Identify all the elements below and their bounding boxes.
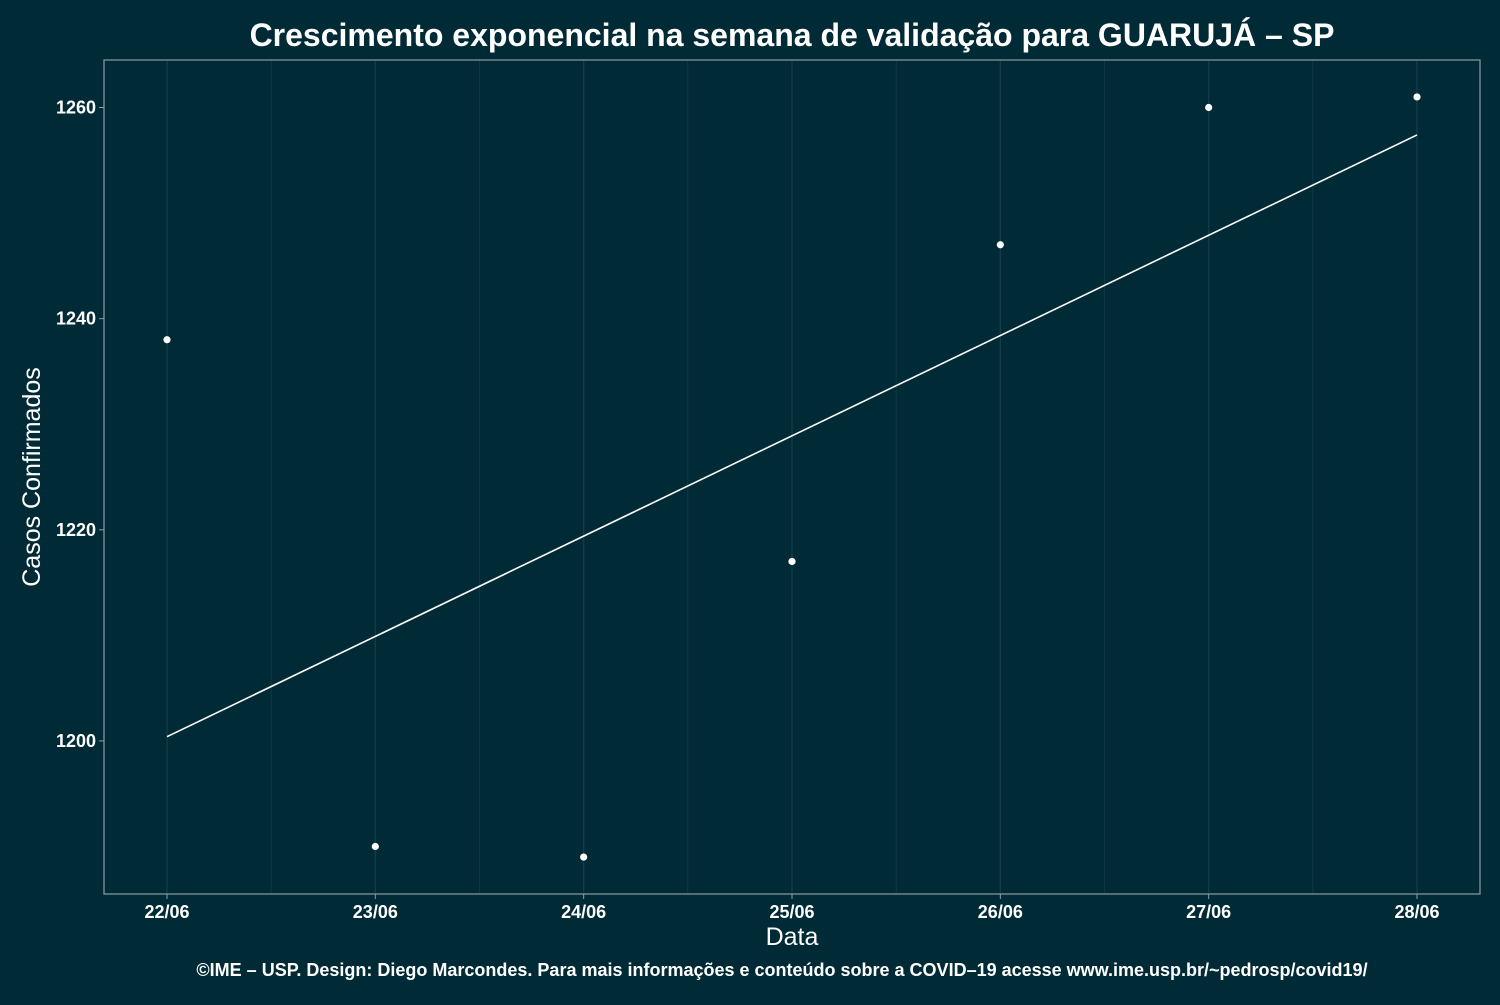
x-tick-label: 22/06 xyxy=(144,902,189,922)
data-point xyxy=(788,557,796,566)
x-axis-label: Data xyxy=(766,923,819,951)
y-tick-label: 1200 xyxy=(56,731,96,751)
data-point xyxy=(1413,93,1421,101)
x-tick-label: 28/06 xyxy=(1394,902,1439,922)
x-tick-label: 25/06 xyxy=(769,902,814,922)
y-tick-labels: 1200 1220 1240 1260 xyxy=(56,98,104,751)
x-tick-label: 27/06 xyxy=(1186,902,1231,922)
x-tick-label: 26/06 xyxy=(978,902,1023,922)
data-point xyxy=(996,241,1004,249)
data-point xyxy=(1205,103,1213,112)
x-tick-labels: 22/06 23/06 24/06 25/06 26/06 27/06 28/06 xyxy=(144,894,1440,922)
y-tick-label: 1240 xyxy=(56,309,96,329)
caption: ©IME – USP. Design: Diego Marcondes. Par… xyxy=(196,960,1367,980)
points-layer xyxy=(163,93,1421,861)
data-point xyxy=(371,842,379,851)
x-tick-label: 24/06 xyxy=(561,902,606,922)
fit-line-layer xyxy=(166,134,1418,738)
data-point xyxy=(163,336,171,344)
data-point xyxy=(580,853,588,861)
y-tick-label: 1260 xyxy=(56,98,96,118)
fit-line xyxy=(166,134,1418,738)
y-axis-label: Casos Confirmados xyxy=(18,367,46,587)
grid-layer xyxy=(166,60,1418,894)
y-tick-label: 1220 xyxy=(56,520,96,540)
x-tick-label: 23/06 xyxy=(353,902,398,922)
chart-title: Crescimento exponencial na semana de val… xyxy=(250,17,1335,53)
